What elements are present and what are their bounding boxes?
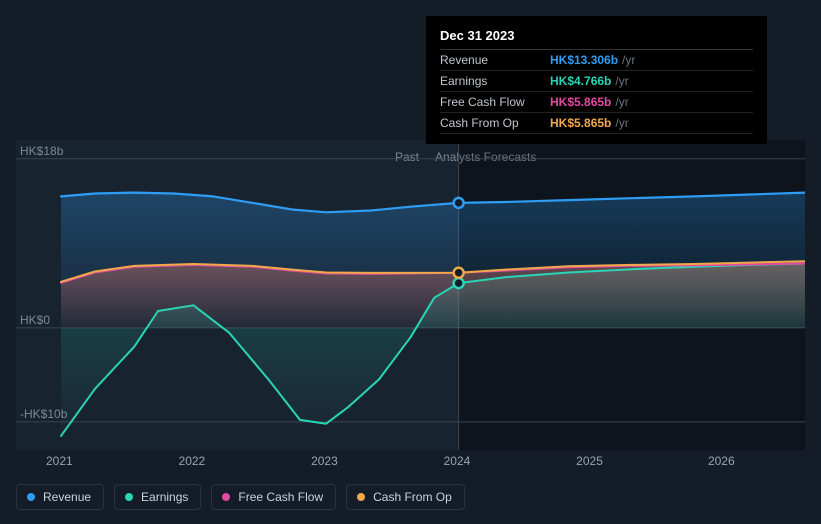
legend-dot-icon bbox=[125, 493, 133, 501]
legend-item-label: Free Cash Flow bbox=[238, 490, 323, 504]
tooltip-row-unit: /yr bbox=[615, 116, 628, 130]
tooltip-row-unit: /yr bbox=[622, 53, 635, 67]
tooltip-row-label: Free Cash Flow bbox=[440, 95, 550, 109]
legend-item-earnings[interactable]: Earnings bbox=[114, 484, 201, 510]
legend-dot-icon bbox=[222, 493, 230, 501]
legend-item-free-cash-flow[interactable]: Free Cash Flow bbox=[211, 484, 336, 510]
x-axis-label: 2023 bbox=[311, 454, 338, 468]
legend-item-cash-from-op[interactable]: Cash From Op bbox=[346, 484, 465, 510]
tooltip-row-unit: /yr bbox=[615, 74, 628, 88]
x-axis-label: 2022 bbox=[179, 454, 206, 468]
x-axis-label: 2024 bbox=[444, 454, 471, 468]
tooltip-row: Cash From OpHK$5.865b/yr bbox=[440, 113, 753, 134]
legend: Revenue Earnings Free Cash Flow Cash From O… bbox=[16, 484, 465, 510]
tooltip-row: EarningsHK$4.766b/yr bbox=[440, 71, 753, 92]
tooltip-row-label: Revenue bbox=[440, 53, 550, 67]
tooltip-row: Free Cash FlowHK$5.865b/yr bbox=[440, 92, 753, 113]
tooltip-row-label: Cash From Op bbox=[440, 116, 550, 130]
legend-dot-icon bbox=[27, 493, 35, 501]
tooltip-row-value: HK$5.865b bbox=[550, 116, 611, 130]
tooltip-row-label: Earnings bbox=[440, 74, 550, 88]
legend-item-revenue[interactable]: Revenue bbox=[16, 484, 104, 510]
chart-tooltip: Dec 31 2023 RevenueHK$13.306b/yrEarnings… bbox=[426, 16, 767, 144]
tooltip-row-value: HK$5.865b bbox=[550, 95, 611, 109]
legend-item-label: Earnings bbox=[141, 490, 188, 504]
x-axis-label: 2025 bbox=[576, 454, 603, 468]
legend-item-label: Revenue bbox=[43, 490, 91, 504]
tooltip-row-unit: /yr bbox=[615, 95, 628, 109]
legend-dot-icon bbox=[357, 493, 365, 501]
chart-plot-area[interactable] bbox=[16, 140, 805, 450]
x-axis-label: 2026 bbox=[708, 454, 735, 468]
tooltip-row-value: HK$4.766b bbox=[550, 74, 611, 88]
tooltip-row: RevenueHK$13.306b/yr bbox=[440, 50, 753, 71]
legend-item-label: Cash From Op bbox=[373, 490, 452, 504]
x-axis-label: 2021 bbox=[46, 454, 73, 468]
tooltip-row-value: HK$13.306b bbox=[550, 53, 618, 67]
tooltip-date: Dec 31 2023 bbox=[440, 24, 753, 50]
